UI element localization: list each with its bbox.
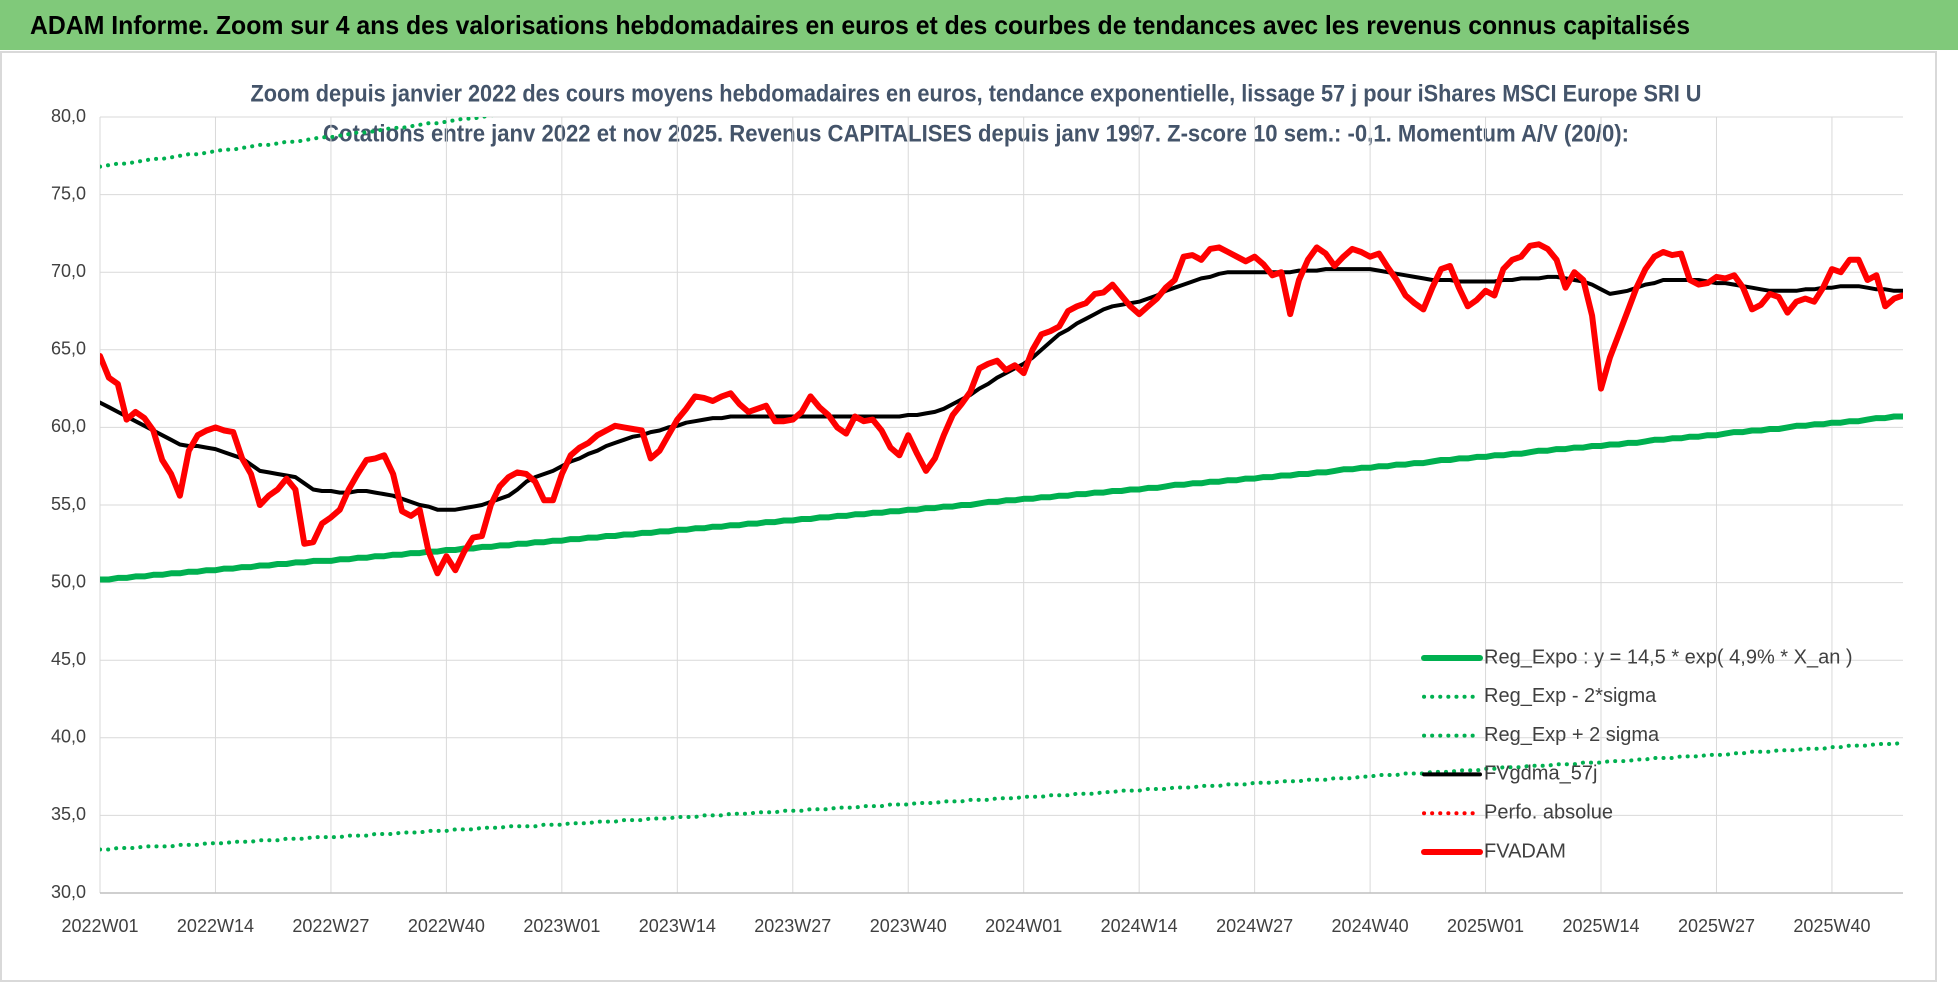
header-banner: [0, 0, 1958, 50]
x-tick-label: 2025W01: [1447, 916, 1524, 936]
y-tick-label: 45,0: [51, 649, 86, 669]
x-tick-label: 2025W40: [1793, 916, 1870, 936]
y-tick-label: 35,0: [51, 804, 86, 824]
plot-area: [100, 117, 1903, 852]
x-tick-label: 2025W14: [1562, 916, 1639, 936]
axes: 30,0 35,0 40,0 45,0 50,0 55,0 60,0 65,0 70,0 75,0…: [51, 106, 1903, 936]
x-tick-label: 2023W01: [523, 916, 600, 936]
y-tick-label: 30,0: [51, 882, 86, 902]
legend-label: FVADAM: [1484, 840, 1566, 862]
x-tick-label: 2023W40: [870, 916, 947, 936]
legend-label: Reg_Expo : y = 14,5 * exp( 4,9% * X_an ): [1484, 646, 1853, 668]
y-tick-label: 65,0: [51, 339, 86, 359]
chart-subtitle: Cotations entre janv 2022 et nov 2025. R…: [323, 120, 1629, 147]
legend-label: Reg_Exp - 2*sigma: [1484, 685, 1657, 707]
series-line: [100, 413, 1903, 583]
x-tick-label: 2024W01: [985, 916, 1062, 936]
legend-label: Reg_Exp + 2 sigma: [1484, 724, 1660, 746]
legend-label: Perfo. absolue: [1484, 801, 1613, 823]
x-tick-label: 2022W14: [177, 916, 254, 936]
x-tick-label: 2025W27: [1678, 916, 1755, 936]
x-tick-label: 2023W27: [754, 916, 831, 936]
x-tick-label: 2024W27: [1216, 916, 1293, 936]
x-tick-label: 2022W27: [292, 916, 369, 936]
y-tick-label: 50,0: [51, 571, 86, 591]
series-line: [100, 740, 1903, 852]
y-tick-label: 55,0: [51, 494, 86, 514]
x-tick-label: 2024W40: [1332, 916, 1409, 936]
y-tick-label: 75,0: [51, 183, 86, 203]
x-tick-label: 2023W14: [639, 916, 716, 936]
y-tick-label: 60,0: [51, 416, 86, 436]
x-tick-label: 2022W40: [408, 916, 485, 936]
x-tick-label: 2024W14: [1101, 916, 1178, 936]
y-tick-label: 70,0: [51, 261, 86, 281]
y-tick-label: 80,0: [51, 106, 86, 126]
series-line: [100, 241, 1903, 577]
legend: Reg_Expo : y = 14,5 * exp( 4,9% * X_an )…: [1421, 646, 1853, 862]
chart-frame: [0, 51, 1937, 982]
legend-label: FVgdma_57j: [1484, 763, 1597, 785]
header-title: ADAM Informe. Zoom sur 4 ans des valoris…: [30, 10, 1690, 40]
chart-title: Zoom depuis janvier 2022 des cours moyen…: [251, 80, 1702, 107]
y-tick-label: 40,0: [51, 727, 86, 747]
x-tick-label: 2022W01: [61, 916, 138, 936]
